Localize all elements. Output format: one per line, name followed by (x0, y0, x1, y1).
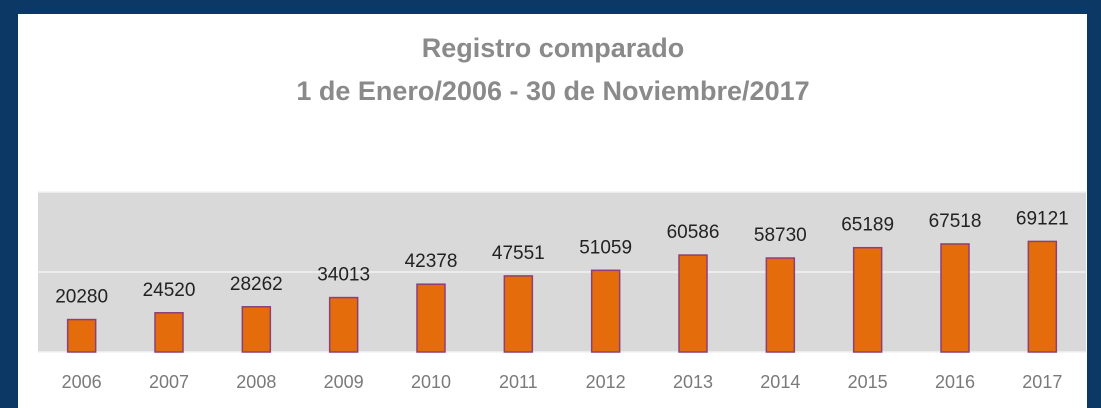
chart-title: Registro comparado (422, 33, 685, 63)
bar (66, 318, 97, 353)
bar (503, 275, 534, 353)
bar (765, 257, 796, 353)
bar (940, 243, 970, 353)
bar (678, 254, 708, 353)
x-tick-label: 2009 (324, 372, 364, 392)
bar (416, 283, 446, 353)
x-tick-label: 2010 (411, 372, 451, 392)
x-tick-label: 2007 (149, 372, 189, 392)
chart-subtitle: 1 de Enero/2006 - 30 de Noviembre/2017 (296, 76, 809, 106)
value-label: 67518 (929, 211, 982, 232)
value-label: 34013 (317, 265, 370, 286)
value-label: 24520 (143, 280, 196, 301)
value-label: 28262 (230, 274, 283, 295)
value-label: 20280 (55, 287, 108, 308)
value-label: 60586 (667, 222, 720, 243)
bar (590, 269, 621, 353)
bar (328, 296, 359, 353)
bar (852, 246, 883, 353)
value-label: 58730 (754, 225, 807, 246)
bar (154, 312, 184, 353)
x-tick-label: 2016 (935, 372, 975, 392)
value-label: 47551 (492, 243, 545, 264)
x-tick-label: 2008 (236, 372, 276, 392)
bar (241, 306, 272, 353)
x-tick-label: 2015 (848, 372, 888, 392)
value-label: 42378 (405, 251, 458, 272)
value-label: 51059 (579, 237, 632, 258)
x-tick-label: 2013 (673, 372, 713, 392)
x-tick-label: 2014 (760, 372, 800, 392)
bar (1027, 240, 1058, 353)
x-tick-label: 2006 (62, 372, 102, 392)
value-label: 69121 (1016, 208, 1069, 229)
x-tick-label: 2011 (499, 372, 538, 392)
x-tick-label: 2012 (586, 372, 626, 392)
value-label: 65189 (841, 215, 894, 236)
x-tick-label: 2017 (1022, 372, 1062, 392)
